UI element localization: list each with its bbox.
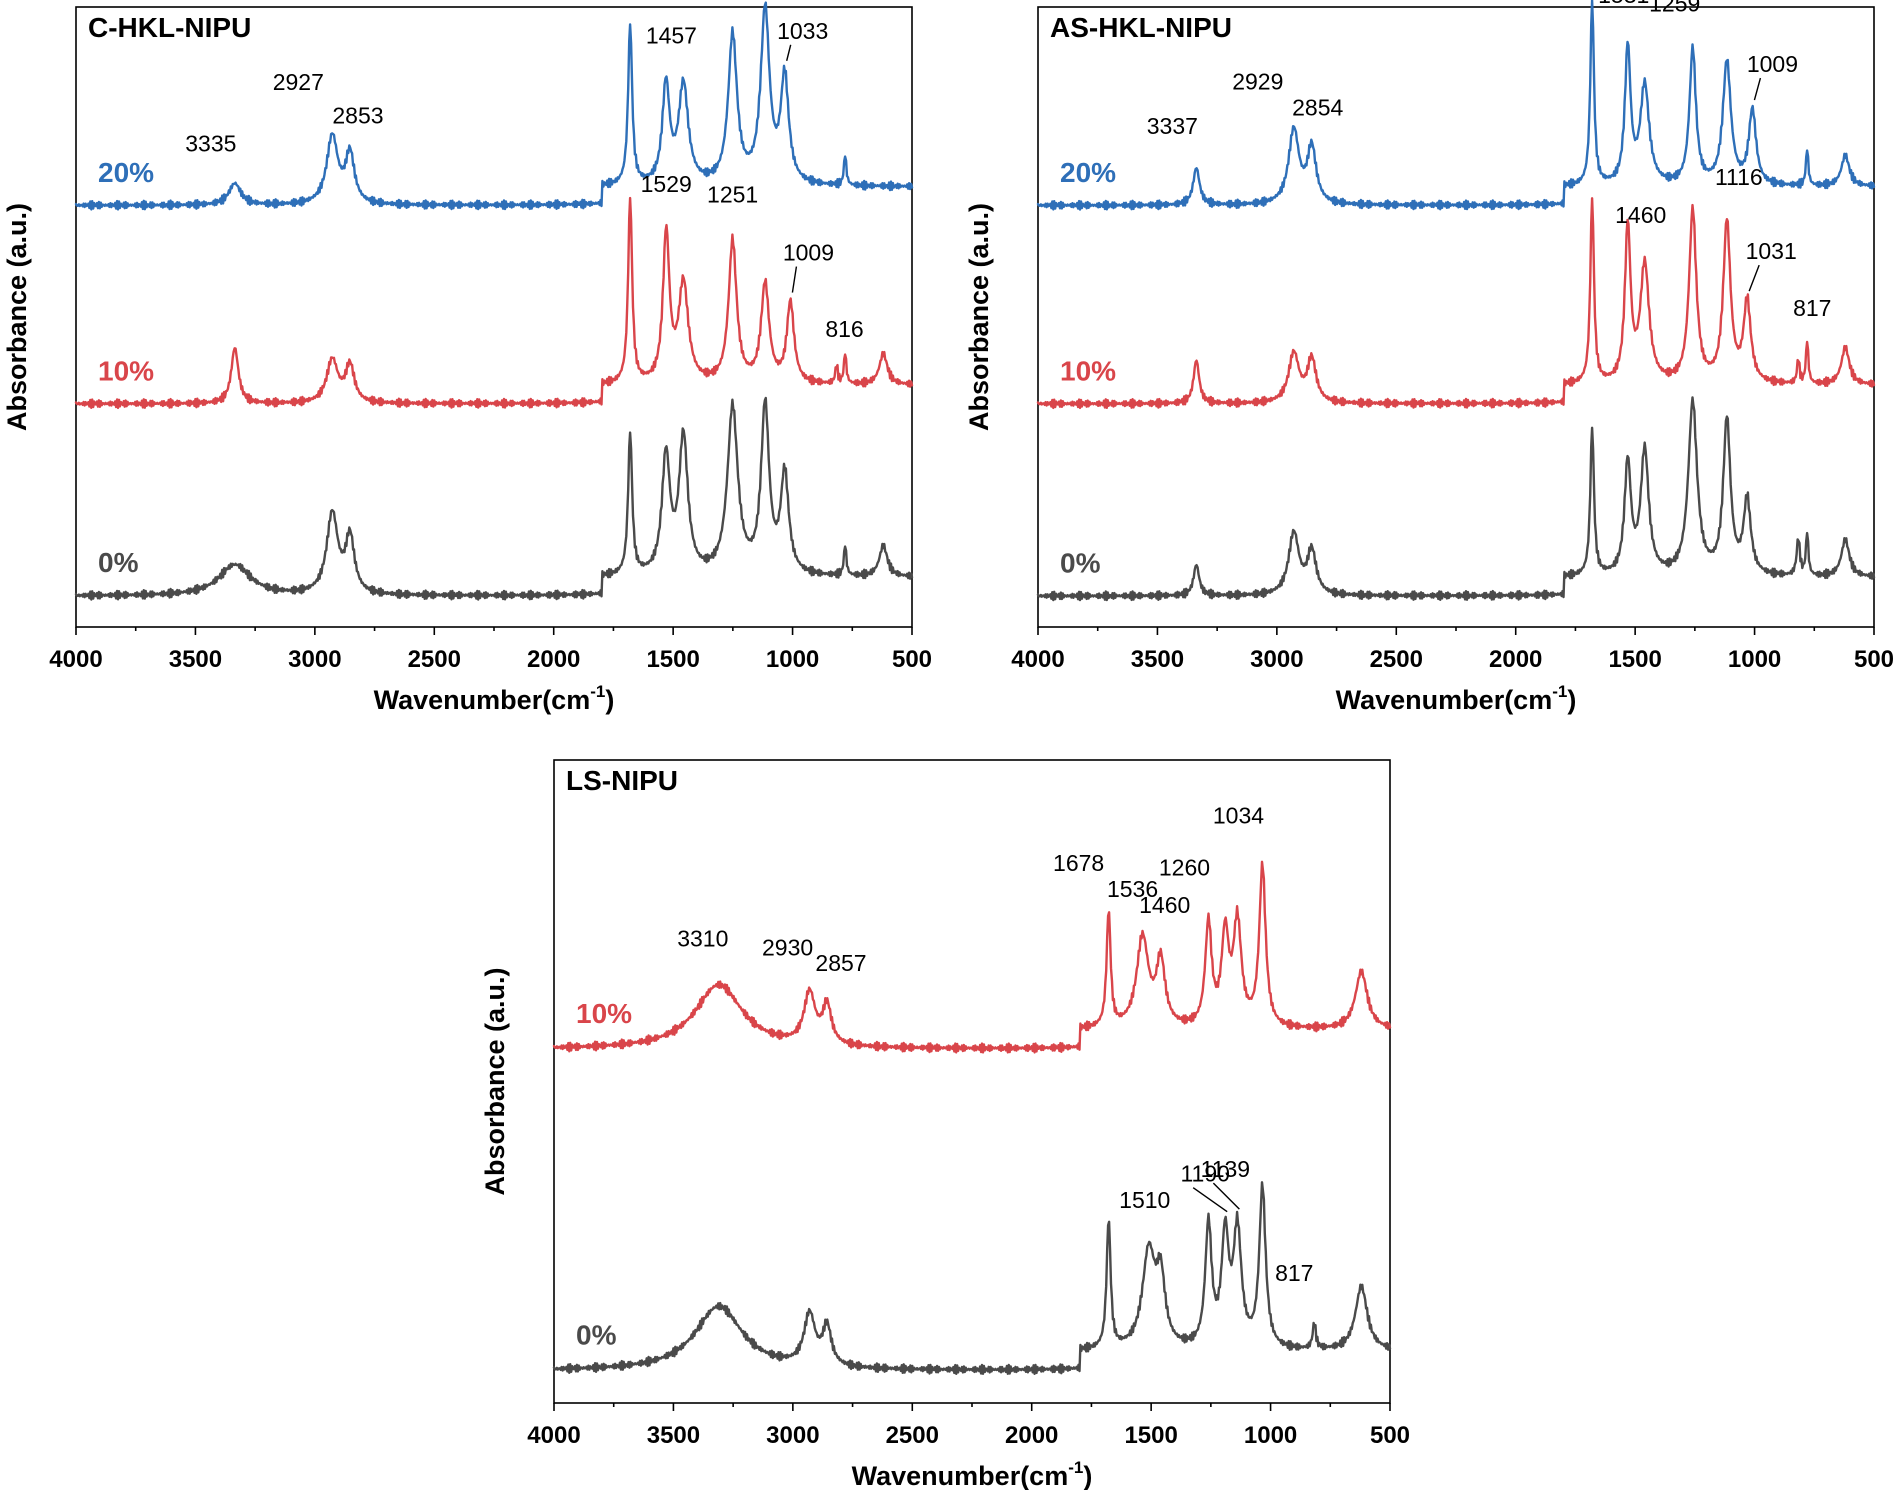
x-tick-label: 1500 bbox=[646, 646, 699, 673]
peak-label: 1009 bbox=[1747, 51, 1798, 77]
peak-leader bbox=[791, 266, 798, 293]
y-axis-label: Absorbance (a.u.) bbox=[480, 967, 510, 1195]
spectrum-line-10pct bbox=[1036, 197, 1876, 410]
panel-ls-nipu: LS-NIPU 4000 3500 3000 2500 2000 1500 1000 500 Wa… bbox=[480, 759, 1410, 1490]
peak-label: 1457 bbox=[646, 23, 697, 49]
x-tick-label: 500 bbox=[1370, 1422, 1410, 1449]
peak-label: 2857 bbox=[815, 950, 866, 976]
series-label: 0% bbox=[1060, 548, 1101, 579]
series-label: 20% bbox=[1060, 157, 1116, 188]
peak-label: 816 bbox=[825, 316, 863, 342]
x-tick-label: 3000 bbox=[766, 1422, 819, 1449]
peak-label: 1529 bbox=[641, 171, 692, 197]
peak-label: 1251 bbox=[707, 181, 758, 207]
series-label: 0% bbox=[98, 547, 139, 578]
x-tick-label: 3000 bbox=[288, 646, 341, 673]
peak-label: 2927 bbox=[273, 69, 324, 95]
x-tick-label: 3500 bbox=[169, 646, 222, 673]
spectrum-line-10pct bbox=[552, 860, 1392, 1054]
peak-label: 1460 bbox=[1139, 892, 1190, 918]
panel-as-hkl-nipu: AS-HKL-NIPU 4000 3500 3000 2500 2000 1500 1000 5… bbox=[964, 0, 1894, 715]
series-label: 10% bbox=[1060, 355, 1116, 386]
peak-label: 1033 bbox=[777, 18, 828, 44]
x-tick-label: 4000 bbox=[1011, 646, 1064, 673]
panel-title: LS-NIPU bbox=[566, 765, 678, 796]
x-tick-label: 4000 bbox=[527, 1422, 580, 1449]
spectrum-line-20pct bbox=[1036, 0, 1876, 211]
panel-title: AS-HKL-NIPU bbox=[1050, 12, 1232, 43]
peak-leader bbox=[1753, 77, 1762, 101]
peak-label: 1190 bbox=[1180, 1161, 1229, 1187]
peak-label: 2929 bbox=[1232, 69, 1283, 95]
peak-label: 3337 bbox=[1147, 113, 1198, 139]
spectrum-line-0pct bbox=[552, 1181, 1392, 1375]
peak-label: 1139 bbox=[1201, 1156, 1250, 1182]
peak-label: 2930 bbox=[762, 935, 813, 961]
peak-label: 1259 bbox=[1649, 0, 1700, 16]
spectrum-line-10pct bbox=[74, 196, 914, 410]
peak-leader bbox=[786, 44, 792, 62]
series-label: 20% bbox=[98, 157, 154, 188]
x-tick-label: 2500 bbox=[408, 646, 461, 673]
peak-leader bbox=[1212, 1182, 1240, 1210]
peak-label: 817 bbox=[1793, 295, 1831, 321]
peak-label: 1031 bbox=[1746, 238, 1797, 264]
y-axis-label: Absorbance (a.u.) bbox=[2, 203, 32, 431]
x-tick-label: 3000 bbox=[1250, 646, 1303, 673]
peak-leader bbox=[1192, 1187, 1228, 1213]
series-label: 10% bbox=[98, 355, 154, 386]
x-tick-label: 2500 bbox=[1370, 646, 1423, 673]
peak-label: 817 bbox=[1275, 1260, 1313, 1286]
x-tick-label: 1000 bbox=[1244, 1422, 1297, 1449]
peak-label: 1531 bbox=[1598, 0, 1649, 8]
peak-label: 1009 bbox=[783, 240, 834, 266]
series-label: 10% bbox=[576, 998, 632, 1029]
x-tick-label: 2000 bbox=[1489, 646, 1542, 673]
x-axis-label: Wavenumber(cm-1) bbox=[1336, 682, 1577, 715]
x-axis-label: Wavenumber(cm-1) bbox=[374, 682, 615, 715]
x-tick-label: 2500 bbox=[886, 1422, 939, 1449]
spectrum-line-0pct bbox=[74, 396, 914, 601]
x-tick-label: 2000 bbox=[527, 646, 580, 673]
spectrum-line-20pct bbox=[74, 1, 914, 211]
x-tick-label: 3500 bbox=[1131, 646, 1184, 673]
x-tick-label: 500 bbox=[892, 646, 932, 673]
peak-label: 1260 bbox=[1159, 855, 1210, 881]
x-tick-label: 1500 bbox=[1124, 1422, 1177, 1449]
x-tick-label: 4000 bbox=[49, 646, 102, 673]
y-axis-label: Absorbance (a.u.) bbox=[964, 203, 994, 431]
x-tick-label: 1000 bbox=[1728, 646, 1781, 673]
x-tick-label: 3500 bbox=[647, 1422, 700, 1449]
peak-label: 3310 bbox=[677, 925, 728, 951]
peak-leader bbox=[1748, 264, 1760, 292]
peak-label: 1510 bbox=[1119, 1187, 1170, 1213]
panel-title: C-HKL-NIPU bbox=[88, 12, 251, 43]
peak-label: 3335 bbox=[185, 130, 236, 156]
peak-label: 1536 bbox=[1107, 876, 1158, 902]
plot-frame bbox=[553, 759, 1391, 1404]
panel-c-hkl-nipu: C-HKL-NIPU 4000 3500 3000 2500 2000 1500 1000 50… bbox=[2, 1, 932, 715]
peak-label: 2853 bbox=[332, 103, 383, 129]
x-axis-label: Wavenumber(cm-1) bbox=[852, 1458, 1093, 1490]
x-tick-label: 1000 bbox=[766, 646, 819, 673]
x-tick-label: 500 bbox=[1854, 646, 1894, 673]
series-label: 0% bbox=[576, 1320, 617, 1351]
x-tick-label: 2000 bbox=[1005, 1422, 1058, 1449]
plot-frame bbox=[75, 6, 913, 628]
x-tick-label: 1500 bbox=[1608, 646, 1661, 673]
plot-frame bbox=[1037, 6, 1875, 628]
peak-label: 1116 bbox=[1715, 164, 1763, 190]
peak-label: 1460 bbox=[1615, 202, 1666, 228]
peak-label: 1678 bbox=[1053, 850, 1104, 876]
peak-label: 1034 bbox=[1213, 802, 1264, 828]
spectrum-line-0pct bbox=[1036, 396, 1876, 602]
peak-label: 2854 bbox=[1292, 95, 1343, 121]
